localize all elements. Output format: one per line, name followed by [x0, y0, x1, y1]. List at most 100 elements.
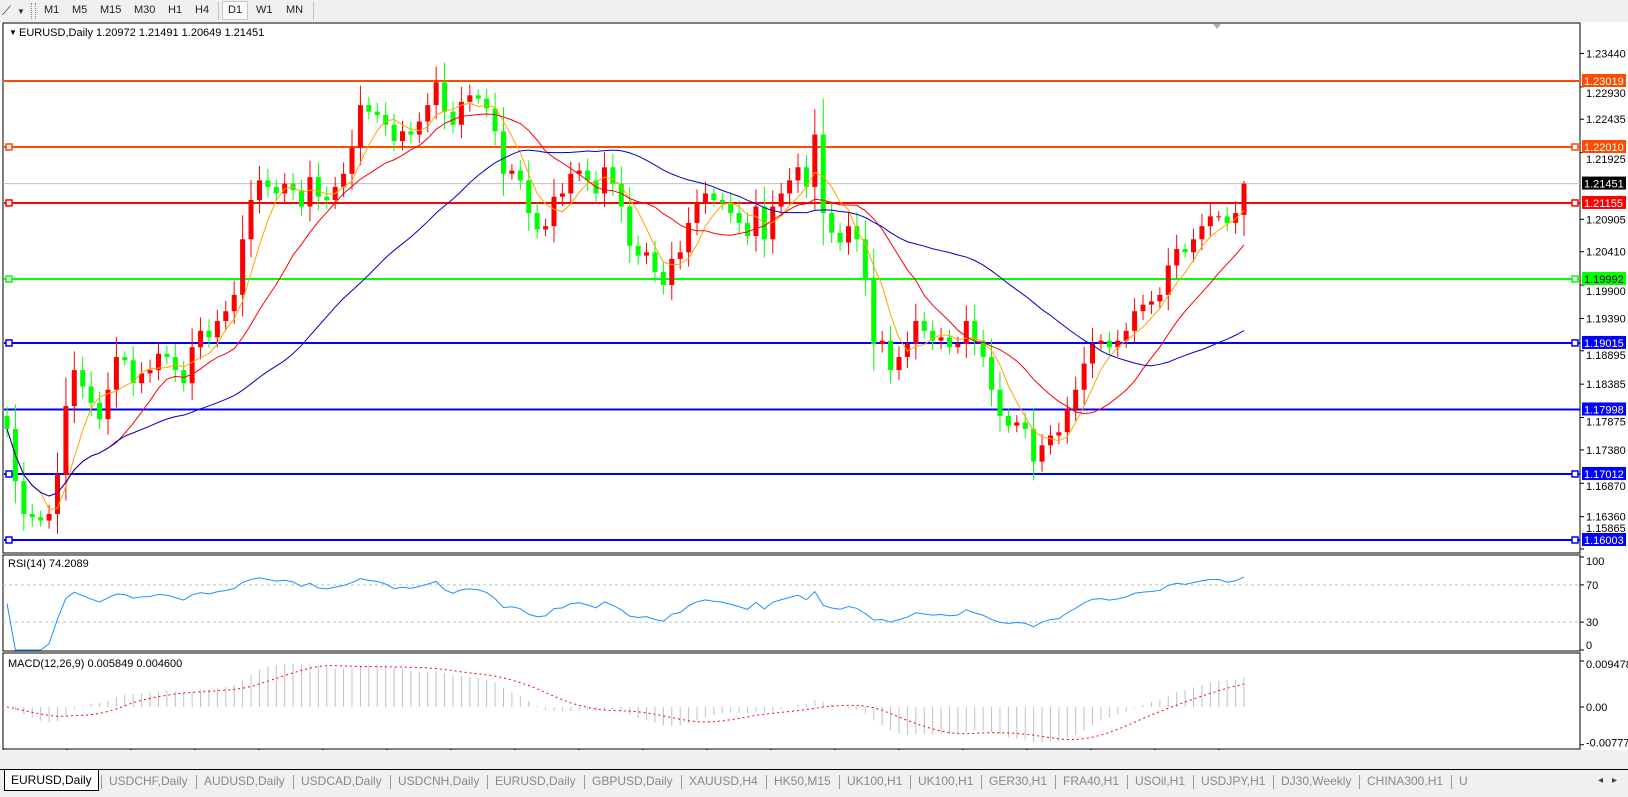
toolbar-separator	[313, 2, 314, 20]
candle-body	[837, 232, 843, 243]
toolbar-grip[interactable]	[31, 3, 36, 19]
chart-tab[interactable]: UK100,H1	[847, 774, 903, 788]
chart-tab[interactable]: USDCHF,Daily	[109, 774, 188, 788]
level-handle-icon[interactable]	[1571, 470, 1579, 478]
timeframe-w1[interactable]: W1	[256, 4, 273, 16]
scroll-right-icon[interactable]: ▸	[1612, 775, 1618, 786]
chart-tab[interactable]: GBPUSD,Daily	[592, 774, 673, 788]
timeframe-d1[interactable]: D1	[222, 1, 249, 20]
candle-body	[879, 340, 885, 344]
candle-body	[307, 177, 313, 207]
chart-tab[interactable]: GER30,H1	[989, 774, 1048, 788]
candle-body	[854, 226, 860, 240]
candle	[189, 328, 195, 401]
level-price-label: 1.22010	[1584, 142, 1624, 154]
candle-body	[458, 101, 464, 125]
candle-body	[324, 196, 330, 200]
level-handle-icon[interactable]	[5, 536, 13, 544]
level-handle-icon[interactable]	[1571, 536, 1579, 544]
candle-body	[189, 347, 195, 384]
line-tools-icon[interactable]: ⟋	[2, 3, 12, 18]
candle-body	[1199, 226, 1205, 240]
candle	[660, 261, 666, 295]
candle-body	[38, 517, 44, 521]
chart-shift-marker-icon[interactable]	[1213, 24, 1221, 29]
candle-body	[29, 514, 35, 518]
timeframe-m5[interactable]: M5	[72, 4, 88, 16]
tab-divider	[1359, 775, 1360, 789]
chart-tab[interactable]: CHINA300,H1	[1367, 774, 1444, 788]
candle-body	[46, 514, 52, 521]
chart-tab[interactable]: AUDUSD,Daily	[204, 774, 285, 788]
timeframe-h4[interactable]: H4	[195, 4, 210, 16]
chart-tab[interactable]: FRA40,H1	[1063, 774, 1120, 788]
candle	[845, 212, 851, 255]
level-handle-icon[interactable]	[5, 470, 13, 478]
macd-tick-label: 0.00	[1586, 702, 1607, 714]
candle-body	[568, 173, 574, 194]
price-tick-label: 1.21925	[1586, 154, 1626, 166]
candle	[130, 346, 136, 396]
scroll-left-icon[interactable]: ◂	[1598, 775, 1604, 786]
chart-tab[interactable]: EURUSD,Daily	[4, 770, 99, 791]
timeframe-mn[interactable]: MN	[286, 4, 304, 16]
candle-body	[1081, 363, 1087, 390]
tab-divider	[390, 775, 391, 789]
level-handle-icon[interactable]	[1571, 275, 1579, 283]
candle-body	[425, 105, 431, 122]
candle	[467, 84, 473, 112]
chart-tab[interactable]: U	[1459, 774, 1468, 788]
candle	[719, 192, 725, 210]
chart-tab[interactable]: USOil,H1	[1135, 774, 1186, 788]
timeframe-h1[interactable]: H1	[168, 4, 183, 16]
level-handle-icon[interactable]	[1571, 339, 1579, 347]
chart-tab[interactable]: HK50,M15	[774, 774, 831, 788]
level-handle-icon[interactable]	[5, 143, 13, 151]
level-price-label: 1.21155	[1584, 198, 1623, 210]
candle-body	[374, 111, 380, 115]
level-handle-icon[interactable]	[5, 339, 13, 347]
candle-body	[972, 321, 978, 341]
candle	[408, 121, 414, 144]
tab-divider	[487, 775, 488, 789]
candle-body	[273, 186, 279, 194]
candle	[930, 320, 936, 350]
level-handle-icon[interactable]	[1571, 143, 1579, 151]
candle	[122, 351, 128, 366]
candle	[963, 305, 969, 359]
chart-tab[interactable]: USDCNH,Daily	[398, 774, 480, 788]
chart-tab[interactable]: USDCAD,Daily	[301, 774, 382, 788]
timeframe-m1[interactable]: M1	[44, 4, 60, 16]
level-price-label: 1.17012	[1584, 469, 1624, 481]
chart-tab[interactable]: EURUSD,Daily	[495, 774, 576, 788]
candle-body	[635, 245, 641, 256]
candle	[1165, 248, 1171, 311]
candle-body	[1090, 343, 1096, 364]
candle	[610, 153, 616, 196]
candle	[812, 109, 818, 210]
candle	[248, 180, 254, 258]
chart-area[interactable]: 1.23440 1.22930 1.22435 1.21925 1.20905 1.204…	[0, 22, 1628, 750]
candle-body	[559, 193, 565, 197]
timeframe-m30[interactable]: M30	[134, 4, 156, 16]
candle	[1191, 228, 1197, 262]
chart-tab[interactable]: XAUUSD,H4	[689, 774, 758, 788]
level-handle-icon[interactable]	[5, 199, 13, 207]
chart-tab[interactable]: UK100,H1	[918, 774, 974, 788]
macd-signal-line	[6, 665, 1245, 741]
candle-body	[1241, 183, 1247, 215]
chevron-down-icon[interactable]: ▼	[17, 7, 25, 16]
chart-tab[interactable]: USDJPY,H1	[1201, 774, 1266, 788]
candle-body	[1115, 340, 1121, 348]
candle-body	[1157, 294, 1163, 302]
macd-pane	[2, 652, 1581, 750]
candle-body	[500, 131, 506, 174]
chart-tab[interactable]: DJ30,Weekly	[1281, 774, 1352, 788]
candle-body	[1191, 239, 1197, 253]
timeframe-m15[interactable]: M15	[100, 4, 122, 16]
level-handle-icon[interactable]	[1571, 199, 1579, 207]
rsi-tick-label: 0	[1586, 640, 1592, 652]
candle	[38, 510, 44, 527]
price-tick-label: 1.16360	[1586, 512, 1626, 524]
level-handle-icon[interactable]	[5, 275, 13, 283]
